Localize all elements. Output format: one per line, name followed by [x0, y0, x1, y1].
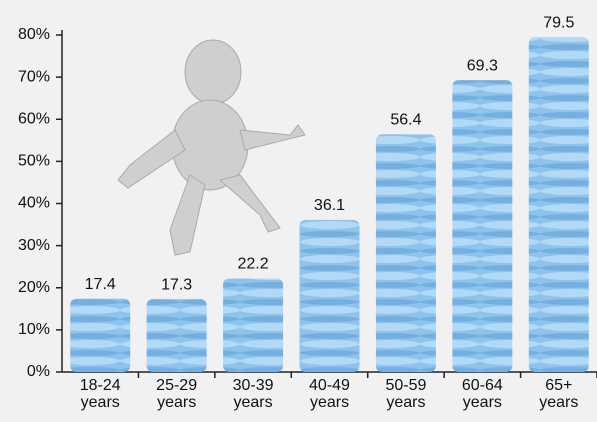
bar: [70, 298, 131, 372]
x-tick-label: 40-49 years: [309, 377, 350, 411]
y-tick-label: 70%: [18, 68, 50, 85]
y-tick-label: 0%: [27, 363, 50, 380]
value-label: 17.4: [85, 276, 116, 293]
x-tick-label: 65+ years: [539, 377, 578, 411]
x-tick-label: 30-39 years: [233, 377, 274, 411]
y-tick-label: 40%: [18, 195, 50, 212]
y-tick-label: 20%: [18, 279, 50, 296]
bar: [223, 278, 284, 372]
x-tick-label: 50-59 years: [385, 377, 426, 411]
y-tick-label: 50%: [18, 153, 50, 170]
bar: [452, 80, 513, 372]
y-tick-label: 30%: [18, 237, 50, 254]
runner-figure: [117, 39, 306, 256]
x-tick-label: 25-29 years: [156, 377, 197, 411]
bar: [528, 37, 589, 372]
x-tick-label: 60-64 years: [462, 377, 503, 411]
value-label: 22.2: [238, 256, 269, 273]
bar: [299, 219, 360, 372]
value-label: 69.3: [467, 57, 498, 74]
bar: [375, 134, 436, 372]
value-label: 79.5: [543, 14, 574, 31]
bar: [146, 299, 207, 372]
y-tick-label: 80%: [18, 26, 50, 43]
value-label: 17.3: [161, 276, 192, 293]
y-tick-label: 60%: [18, 110, 50, 127]
value-label: 36.1: [314, 197, 345, 214]
value-label: 56.4: [390, 112, 421, 129]
y-tick-label: 10%: [18, 321, 50, 338]
x-tick-label: 18-24 years: [80, 377, 121, 411]
